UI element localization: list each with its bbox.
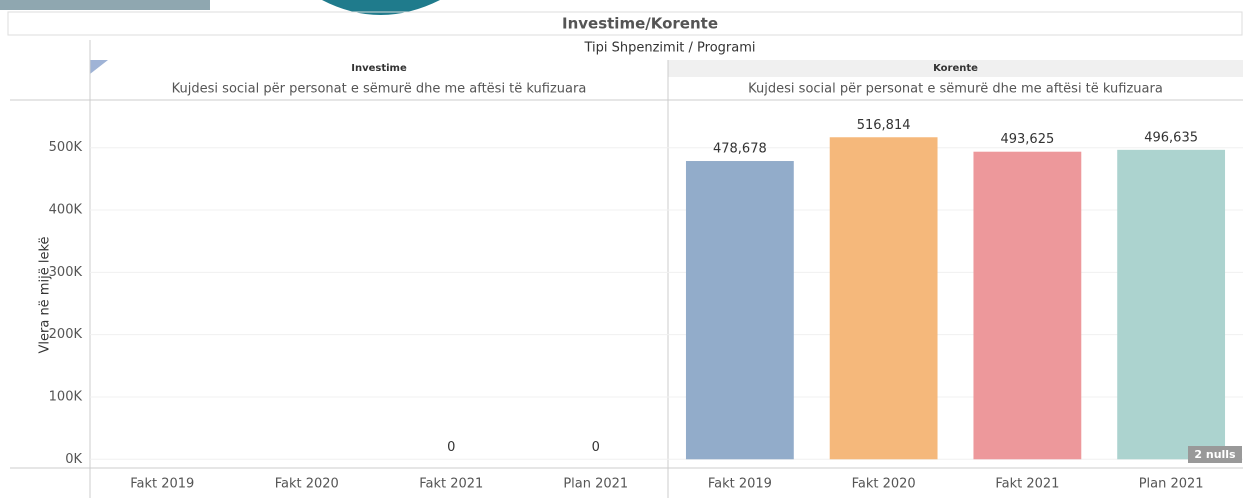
data-label: 516,814	[857, 118, 911, 133]
y-tick-label: 0K	[65, 452, 82, 467]
data-label: 478,678	[713, 142, 767, 157]
data-label: 496,635	[1144, 130, 1198, 145]
x-tick-label: Fakt 2020	[275, 477, 339, 492]
null-badge	[1188, 446, 1242, 463]
pane-header-bg	[668, 60, 1243, 77]
data-label: 0	[592, 440, 600, 455]
bar	[685, 161, 794, 460]
x-tick-label: Fakt 2021	[995, 477, 1059, 492]
x-tick-label: Fakt 2019	[130, 477, 194, 492]
pane-header: Investime	[351, 63, 407, 74]
y-tick-label: 300K	[49, 265, 83, 280]
chart-subtitle: Tipi Shpenzimit / Programi	[583, 41, 755, 56]
pane-header: Korente	[933, 63, 978, 74]
data-label: 0	[447, 440, 455, 455]
bar	[973, 151, 1082, 460]
y-tick-label: 500K	[49, 140, 83, 155]
null-indicator: 2 nulls	[1194, 448, 1236, 461]
x-tick-label: Fakt 2019	[708, 477, 772, 492]
bar	[829, 137, 938, 460]
x-tick-label: Plan 2021	[1139, 477, 1204, 492]
sort-icon	[90, 60, 108, 74]
logo-circle	[322, 0, 440, 15]
bar	[1117, 149, 1226, 460]
program-label: Kujdesi social për personat e sëmurë dhe…	[172, 82, 587, 97]
title-box	[7, 11, 1243, 36]
y-tick-label: 100K	[49, 389, 83, 404]
y-tick-label: 200K	[49, 327, 83, 342]
y-axis-label: Vlera në mijë lekë	[38, 236, 53, 353]
x-tick-label: Plan 2021	[563, 477, 628, 492]
y-tick-label: 400K	[49, 203, 83, 218]
program-label: Kujdesi social për personat e sëmurë dhe…	[748, 82, 1163, 97]
x-tick-label: Fakt 2021	[419, 477, 483, 492]
chart-title: Investime/Korente	[562, 15, 718, 33]
x-tick-label: Fakt 2020	[852, 477, 916, 492]
logo-bar	[0, 0, 210, 10]
data-label: 493,625	[1000, 132, 1054, 147]
